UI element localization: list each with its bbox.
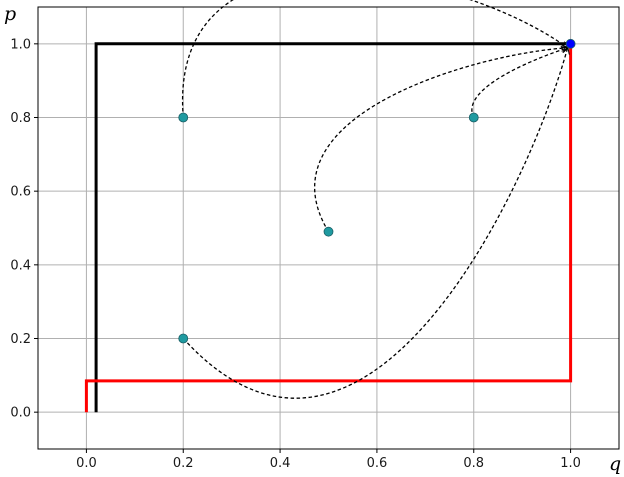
series-line-0 (94, 42, 571, 413)
y-tick-label: 0.6 (10, 185, 31, 200)
plot-frame (37, 6, 620, 450)
data-point-1 (468, 112, 479, 123)
series-lines (84, 42, 573, 413)
tick-labels: 0.0 0.2 0.4 0.6 0.8 1.0 0.0 0.2 0.4 0.6 0.8 1.0 (10, 37, 581, 471)
x-tick-label: 0.4 (270, 456, 291, 471)
x-tick-label: 0.8 (463, 456, 484, 471)
y-tick-label: 0.2 (10, 332, 31, 347)
x-tick-label: 0.6 (367, 456, 388, 471)
data-point-4 (565, 38, 576, 49)
data-point-2 (323, 226, 334, 237)
transition-arrow-2 (471, 48, 568, 118)
series-line-1 (84, 43, 573, 413)
y-tick-label: 0.8 (10, 111, 31, 126)
data-point-0 (178, 112, 189, 123)
y-tick-label: 0.4 (10, 258, 31, 273)
y-tick-label: 1.0 (10, 37, 31, 52)
y-tick-label: 0.0 (10, 406, 31, 421)
transition-arrow-3 (182, 48, 567, 399)
data-point-3 (178, 333, 189, 344)
x-axis-label: q (609, 453, 621, 475)
x-tick-label: 0.0 (76, 456, 97, 471)
x-tick-label: 1.0 (560, 456, 581, 471)
transition-arrows (182, 0, 568, 399)
transition-arrow-1 (314, 48, 568, 233)
data-points (178, 38, 576, 344)
x-tick-label: 0.2 (173, 456, 194, 471)
y-axis-label: p (4, 3, 16, 25)
transition-arrow-0 (182, 0, 568, 118)
